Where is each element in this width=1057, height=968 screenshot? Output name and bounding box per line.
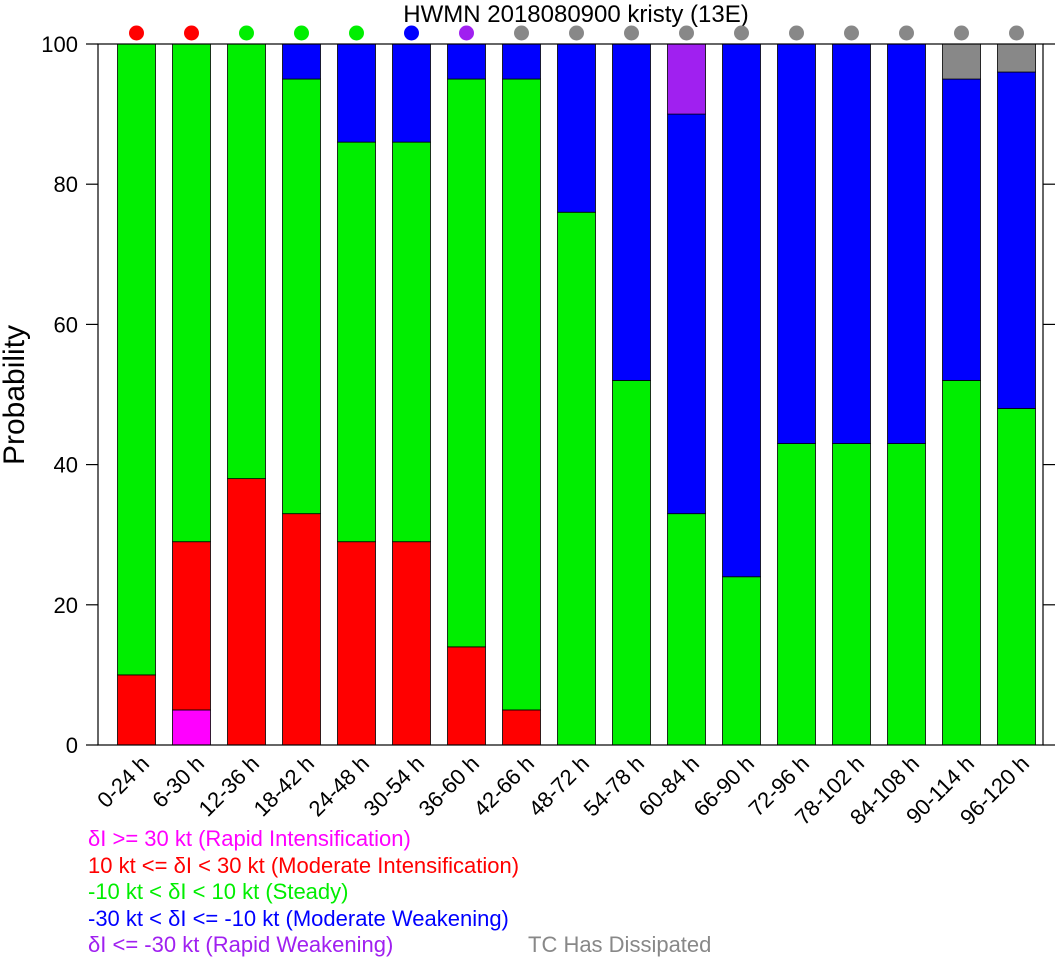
plot-axes xyxy=(97,43,1044,746)
bar-segment-rw-10 xyxy=(667,43,706,115)
bar-segment-steady-3 xyxy=(282,78,321,515)
category-dot-9 xyxy=(624,25,639,41)
legend: δI >= 30 kt (Rapid Intensification) 10 k… xyxy=(88,826,711,959)
bar-segment-mw-7 xyxy=(502,43,541,80)
y-axis-label: Probability xyxy=(0,325,31,465)
bar-segment-mw-5 xyxy=(392,43,431,143)
x-tick-label-6: 36-60 h xyxy=(414,751,484,821)
x-tick-label-7: 42-66 h xyxy=(469,751,539,821)
bar-segment-mw-13 xyxy=(832,43,871,444)
bar-segment-steady-11 xyxy=(722,576,761,746)
bar-segment-mw-3 xyxy=(282,43,321,80)
bar-segment-mi-4 xyxy=(337,541,376,746)
bar-segment-mi-3 xyxy=(282,513,321,746)
y-tick-label-80: 80 xyxy=(54,172,78,197)
category-dot-1 xyxy=(184,25,199,41)
bar-segment-mi-1 xyxy=(172,541,211,711)
legend-item-rapid-weakening: δI <= -30 kt (Rapid Weakening) TC Has Di… xyxy=(88,932,711,959)
y-tick-label-0: 0 xyxy=(66,733,78,758)
bar-segment-mi-5 xyxy=(392,541,431,746)
x-tick-label-0: 0-24 h xyxy=(92,751,154,813)
category-dot-3 xyxy=(294,25,309,41)
x-tick-label-11: 66-90 h xyxy=(689,751,759,821)
x-tick-label-2: 12-36 h xyxy=(194,751,264,821)
x-tick-label-9: 54-78 h xyxy=(579,751,649,821)
y-tick-label-100: 100 xyxy=(41,32,78,57)
bar-segment-td-15 xyxy=(942,43,981,80)
bar-segment-steady-12 xyxy=(777,443,816,746)
bar-segment-steady-1 xyxy=(172,43,211,543)
category-dot-12 xyxy=(789,25,804,41)
bar-segment-steady-4 xyxy=(337,141,376,543)
bar-segment-steady-14 xyxy=(887,443,926,746)
bar-segment-mw-6 xyxy=(447,43,486,80)
legend-item-steady: -10 kt < δI < 10 kt (Steady) xyxy=(88,879,349,904)
category-dot-2 xyxy=(239,25,254,41)
bar-segment-mw-16 xyxy=(997,71,1036,409)
legend-item-rapid-intensification: δI >= 30 kt (Rapid Intensification) xyxy=(88,826,411,851)
bar-segment-mw-9 xyxy=(612,43,651,381)
bar-segment-mi-0 xyxy=(117,674,156,746)
bar-segment-mi-2 xyxy=(227,478,266,746)
category-dot-10 xyxy=(679,25,694,41)
category-dot-7 xyxy=(514,25,529,41)
bar-segment-mw-4 xyxy=(337,43,376,143)
category-dots xyxy=(129,25,1024,41)
plot-frame xyxy=(97,43,1044,746)
y-tick-label-60: 60 xyxy=(54,312,78,337)
bar-segment-steady-8 xyxy=(557,211,596,746)
bar-segment-steady-6 xyxy=(447,78,486,648)
bar-segment-mw-14 xyxy=(887,43,926,444)
bar-segment-steady-2 xyxy=(227,43,266,480)
bar-segment-mi-7 xyxy=(502,709,541,746)
category-dot-8 xyxy=(569,25,584,41)
bar-segment-mw-12 xyxy=(777,43,816,444)
bar-segment-mi-6 xyxy=(447,646,486,746)
category-dot-4 xyxy=(349,25,364,41)
x-tick-label-3: 18-42 h xyxy=(249,751,319,821)
category-dot-15 xyxy=(954,25,969,41)
bar-segment-steady-0 xyxy=(117,43,156,676)
category-dot-16 xyxy=(1009,25,1024,41)
bar-segment-td-16 xyxy=(997,43,1036,73)
category-dot-5 xyxy=(404,25,419,41)
legend-item-moderate-weakening: -30 kt < δI <= -10 kt (Moderate Weakenin… xyxy=(88,905,509,931)
y-ticks: 0 20 40 60 80 100 xyxy=(41,32,1055,758)
bar-segment-steady-13 xyxy=(832,443,871,746)
x-tick-label-4: 24-48 h xyxy=(304,751,374,821)
category-dot-0 xyxy=(129,25,144,41)
bar-segment-steady-15 xyxy=(942,380,981,746)
category-dot-14 xyxy=(899,25,914,41)
bar-segment-steady-9 xyxy=(612,380,651,746)
bar-segment-mw-15 xyxy=(942,78,981,381)
bar-segment-mw-8 xyxy=(557,43,596,213)
category-dot-6 xyxy=(459,25,474,41)
bar-segment-steady-16 xyxy=(997,408,1036,746)
x-tick-label-5: 30-54 h xyxy=(359,751,429,821)
bar-segment-steady-5 xyxy=(392,141,431,543)
x-tick-labels: 0-24 h6-30 h12-36 h18-42 h24-48 h30-54 h… xyxy=(92,751,1034,830)
x-tick-label-8: 48-72 h xyxy=(524,751,594,821)
legend-item-dissipated: TC Has Dissipated xyxy=(528,932,712,957)
category-dot-11 xyxy=(734,25,749,41)
bar-segment-ri-1 xyxy=(172,709,211,746)
category-dot-13 xyxy=(844,25,859,41)
x-tick-label-10: 60-84 h xyxy=(634,751,704,821)
chart-title: HWMN 2018080900 kristy (13E) xyxy=(403,1,748,28)
bar-segment-steady-7 xyxy=(502,78,541,711)
y-tick-label-20: 20 xyxy=(54,593,78,618)
bar-segment-steady-10 xyxy=(667,513,706,746)
stacked-bars xyxy=(117,43,1036,746)
bar-segment-mw-11 xyxy=(722,43,761,578)
y-tick-label-40: 40 xyxy=(54,453,78,478)
bar-segment-mw-10 xyxy=(667,113,706,515)
legend-item-moderate-intensification: 10 kt <= δI < 30 kt (Moderate Intensific… xyxy=(88,852,520,878)
legend-rapid-weakening-label: δI <= -30 kt (Rapid Weakening) xyxy=(88,932,394,957)
